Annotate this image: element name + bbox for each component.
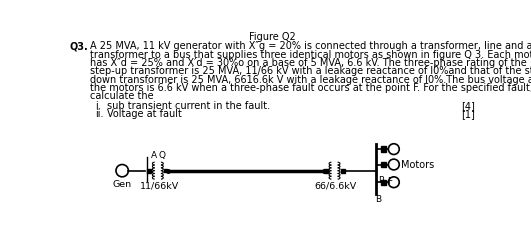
Bar bbox=[381, 146, 386, 152]
Bar bbox=[381, 180, 386, 185]
Text: F: F bbox=[387, 177, 392, 186]
Text: Motors: Motors bbox=[401, 159, 434, 170]
Text: 11/66kV: 11/66kV bbox=[140, 182, 179, 190]
Text: Q: Q bbox=[159, 151, 166, 160]
Text: ii.: ii. bbox=[95, 109, 104, 119]
Text: [4]: [4] bbox=[461, 101, 475, 111]
Text: calculate the: calculate the bbox=[90, 91, 153, 101]
Bar bbox=[148, 169, 151, 173]
Text: transformer to a bus that supplies three identical motors as shown in figure Q 3: transformer to a bus that supplies three… bbox=[90, 50, 531, 60]
Text: Figure Q2: Figure Q2 bbox=[249, 32, 296, 42]
Bar bbox=[341, 169, 345, 173]
Text: step-up transformer is 25 MVA, 11/66 kV with a leakage reactance of l0%and that : step-up transformer is 25 MVA, 11/66 kV … bbox=[90, 66, 531, 76]
Text: i.: i. bbox=[95, 101, 101, 111]
Text: sub transient current in the fault.: sub transient current in the fault. bbox=[107, 101, 270, 111]
Text: P: P bbox=[378, 176, 383, 185]
Text: A 25 MVA, 11 kV generator with X″g = 20% is connected through a transformer, lin: A 25 MVA, 11 kV generator with X″g = 20%… bbox=[90, 41, 531, 51]
Bar bbox=[324, 169, 328, 173]
Text: Q3.: Q3. bbox=[70, 41, 88, 51]
Text: has X″d = 25% and X′d = 30%o on a base of 5 MVA, 6.6 kV. The three-phase rating : has X″d = 25% and X′d = 30%o on a base o… bbox=[90, 58, 526, 68]
Bar bbox=[164, 169, 167, 172]
Text: Gen: Gen bbox=[113, 180, 132, 189]
Text: A: A bbox=[151, 151, 157, 160]
Text: [1]: [1] bbox=[461, 109, 475, 119]
Text: 66/6.6kV: 66/6.6kV bbox=[314, 182, 356, 190]
Text: Voltage at fault: Voltage at fault bbox=[107, 109, 182, 119]
Text: the motors is 6.6 kV when a three-phase fault occurs at the point F. For the spe: the motors is 6.6 kV when a three-phase … bbox=[90, 83, 531, 93]
Text: down transformer is 25 MVA, 6616.6k V with a leakage reactance of l0%.The bus vo: down transformer is 25 MVA, 6616.6k V wi… bbox=[90, 75, 531, 85]
Text: B: B bbox=[375, 194, 381, 204]
Bar bbox=[381, 162, 386, 167]
